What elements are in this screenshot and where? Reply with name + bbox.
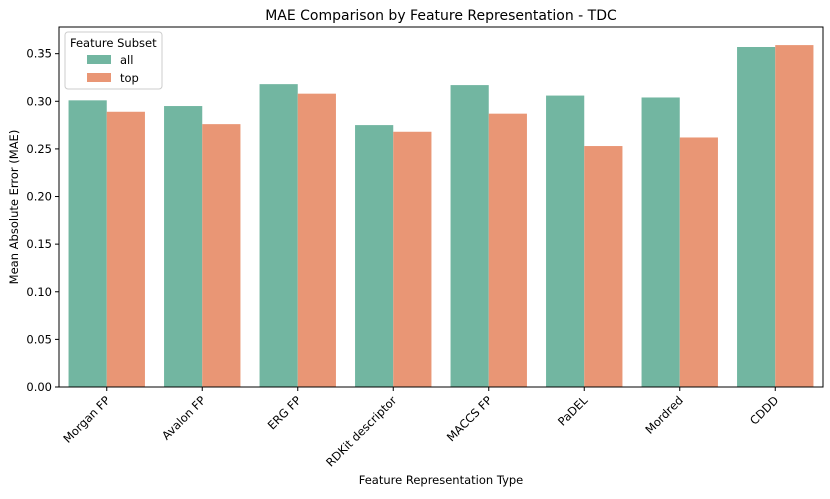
x-axis-label: Feature Representation Type — [359, 473, 524, 487]
y-tick-label: 0.20 — [26, 190, 52, 204]
legend-swatch-all — [87, 55, 111, 64]
bar-all-erg-fp — [259, 84, 298, 388]
chart-title: MAE Comparison by Feature Representation… — [265, 8, 617, 24]
bar-all-padel — [546, 95, 585, 388]
legend-label-top: top — [120, 71, 139, 85]
y-tick-label: 0.05 — [26, 332, 52, 346]
bar-all-mordred — [641, 97, 680, 387]
bar-all-cddd — [737, 47, 776, 387]
bar-all-rdkit-descriptor — [355, 125, 394, 387]
x-tick-label: Mordred — [642, 393, 686, 437]
legend-swatch-top — [87, 73, 111, 82]
bar-top-mordred — [679, 137, 718, 387]
bar-all-morgan-fp — [68, 100, 107, 387]
bar-top-cddd — [775, 45, 814, 387]
x-tick-label: Avalon FP — [159, 393, 208, 442]
plot-area-frame — [58, 26, 824, 388]
legend-title: Feature Subset — [70, 36, 157, 50]
bar-all-maccs-fp — [450, 85, 489, 387]
x-tick-label: MACCS FP — [444, 393, 495, 444]
x-axis-ticks: Morgan FP Avalon FP ERG FP RDKit descriptor… — [60, 387, 781, 470]
bar-top-erg-fp — [297, 93, 336, 388]
bar-top-maccs-fp — [488, 113, 527, 388]
y-tick-label: 0.25 — [26, 142, 52, 156]
legend: Feature Subset all top — [64, 31, 163, 90]
bar-top-rdkit-descriptor — [393, 131, 432, 387]
legend-label-all: all — [120, 53, 133, 67]
y-tick-label: 0.15 — [26, 237, 52, 251]
x-tick-label: ERG FP — [265, 393, 304, 432]
y-tick-label: 0.00 — [26, 380, 52, 394]
x-tick-label: RDKit descriptor — [323, 393, 400, 470]
y-tick-label: 0.30 — [26, 94, 52, 108]
y-tick-label: 0.35 — [26, 47, 52, 61]
bars-layer — [68, 45, 814, 388]
y-tick-label: 0.10 — [26, 285, 52, 299]
bar-all-avalon-fp — [164, 106, 203, 388]
bar-top-morgan-fp — [106, 111, 145, 387]
x-tick-label: CDDD — [747, 393, 781, 427]
bar-top-avalon-fp — [202, 124, 241, 388]
y-axis-label: Mean Absolute Error (MAE) — [7, 130, 21, 285]
x-tick-label: PaDEL — [555, 393, 591, 429]
y-axis-ticks: 0.00 0.05 0.10 0.15 0.20 0.25 0.30 0.35 — [26, 47, 59, 394]
legend-entries: all top — [87, 53, 139, 85]
x-tick-label: Morgan FP — [60, 393, 113, 446]
bar-top-padel — [584, 146, 623, 387]
